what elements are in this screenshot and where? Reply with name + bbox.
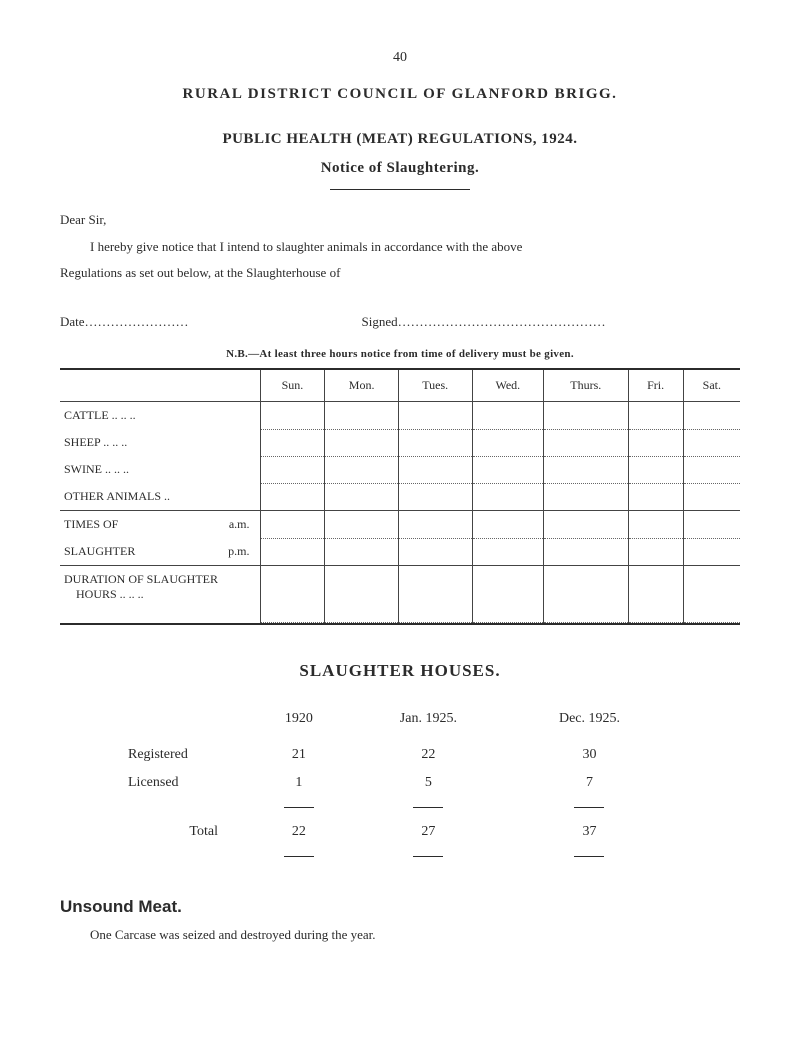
row-total: Total xyxy=(128,818,248,846)
unsound-title: Unsound Meat. xyxy=(60,897,740,917)
date-label: Date…………………… xyxy=(60,314,328,330)
row-sheep: SHEEP .. .. .. xyxy=(60,429,260,456)
total-dec: 37 xyxy=(507,818,672,846)
lic-1920: 1 xyxy=(248,769,350,797)
page-number: 40 xyxy=(60,50,740,66)
unsound-text: One Carcase was seized and destroyed dur… xyxy=(60,927,740,943)
lic-jan: 5 xyxy=(350,769,507,797)
notice-body-1: I hereby give notice that I intend to sl… xyxy=(60,236,740,258)
nb-note: N.B.—At least three hours notice from ti… xyxy=(60,348,740,360)
total-jan: 27 xyxy=(350,818,507,846)
col-sun: Sun. xyxy=(260,370,325,402)
houses-table: 1920 Jan. 1925. Dec. 1925. Registered 21… xyxy=(128,705,672,867)
row-swine: SWINE .. .. .. xyxy=(60,456,260,483)
row-licensed: Licensed xyxy=(128,769,248,797)
date-signed-row: Date…………………… Signed………………………………………… xyxy=(60,314,740,330)
col-fri: Fri. xyxy=(628,370,683,402)
schedule-table-wrap: Sun. Mon. Tues. Wed. Thurs. Fri. Sat. CA… xyxy=(60,368,740,625)
signed-label: Signed………………………………………… xyxy=(362,314,731,330)
lic-dec: 7 xyxy=(507,769,672,797)
row-other: OTHER ANIMALS .. xyxy=(60,483,260,511)
title-council: RURAL DISTRICT COUNCIL OF GLANFORD BRIGG… xyxy=(60,86,740,103)
slaughter-houses-title: SLAUGHTER HOUSES. xyxy=(60,661,740,681)
empty-header xyxy=(60,370,260,402)
schedule-table: Sun. Mon. Tues. Wed. Thurs. Fri. Sat. CA… xyxy=(60,370,740,623)
col-tues: Tues. xyxy=(398,370,472,402)
total-1920: 22 xyxy=(248,818,350,846)
row-cattle: CATTLE .. .. .. xyxy=(60,402,260,430)
reg-dec: 30 xyxy=(507,741,672,769)
houses-col-dec: Dec. 1925. xyxy=(507,705,672,741)
houses-col-jan: Jan. 1925. xyxy=(350,705,507,741)
notice-body-2: Regulations as set out below, at the Sla… xyxy=(60,262,740,284)
row-registered: Registered xyxy=(128,741,248,769)
houses-col-1920: 1920 xyxy=(248,705,350,741)
title-notice: Notice of Slaughtering. xyxy=(60,160,740,177)
col-sat: Sat. xyxy=(683,370,740,402)
divider xyxy=(330,189,470,190)
salutation: Dear Sir, xyxy=(60,212,740,228)
row-slaughter-pm: SLAUGHTERp.m. xyxy=(60,538,260,566)
col-wed: Wed. xyxy=(472,370,543,402)
row-duration: DURATION OF SLAUGHTER HOURS .. .. .. xyxy=(60,566,260,623)
reg-jan: 22 xyxy=(350,741,507,769)
row-times-of: TIMES OFa.m. xyxy=(60,511,260,539)
title-regulation: PUBLIC HEALTH (MEAT) REGULATIONS, 1924. xyxy=(60,131,740,148)
reg-1920: 21 xyxy=(248,741,350,769)
col-mon: Mon. xyxy=(325,370,398,402)
col-thurs: Thurs. xyxy=(543,370,628,402)
